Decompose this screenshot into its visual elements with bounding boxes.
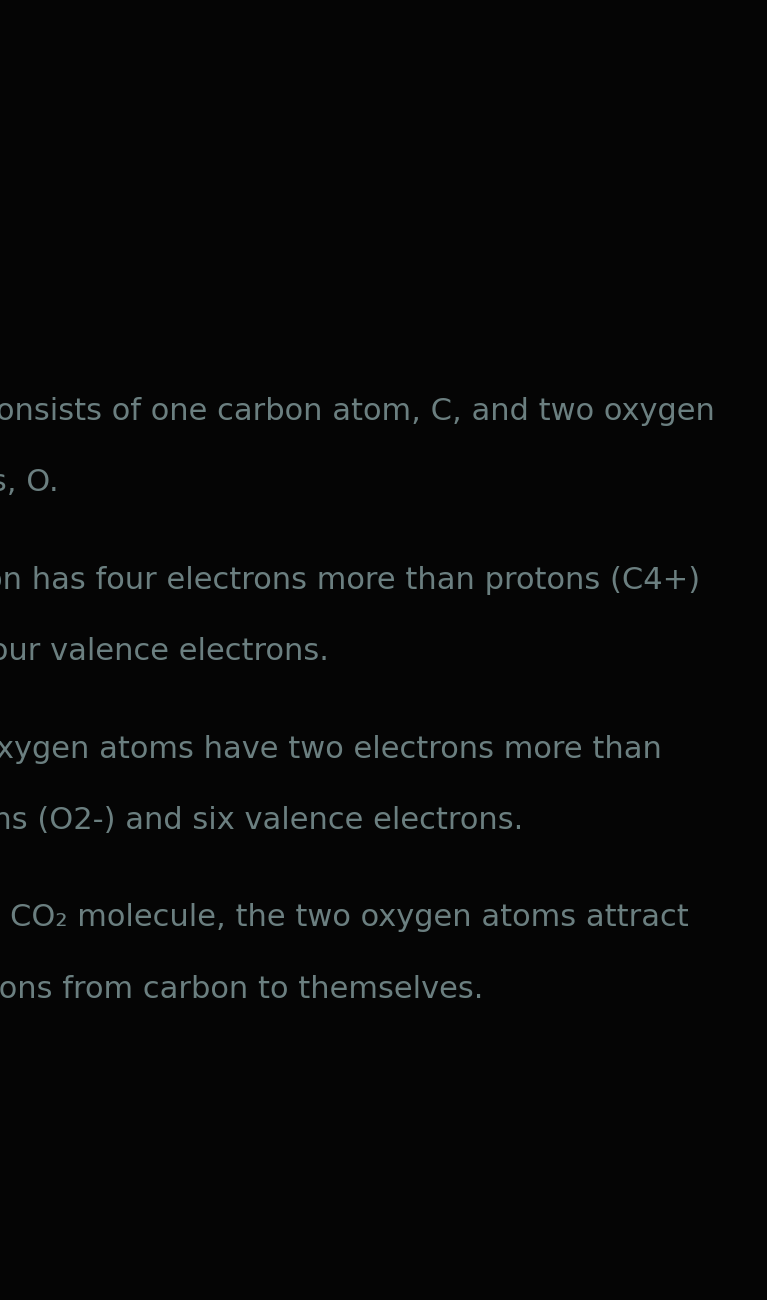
Text: atoms, O.: atoms, O. xyxy=(0,468,58,497)
Text: electrons from carbon to themselves.: electrons from carbon to themselves. xyxy=(0,975,483,1004)
Text: Carbon has four electrons more than protons (C4+): Carbon has four electrons more than prot… xyxy=(0,566,700,594)
Text: and four valence electrons.: and four valence electrons. xyxy=(0,637,329,666)
Text: protons (O2-) and six valence electrons.: protons (O2-) and six valence electrons. xyxy=(0,806,523,835)
Text: The oxygen atoms have two electrons more than: The oxygen atoms have two electrons more… xyxy=(0,734,662,763)
Text: In the CO₂ molecule, the two oxygen atoms attract: In the CO₂ molecule, the two oxygen atom… xyxy=(0,903,689,932)
Text: CO₂ consists of one carbon atom, C, and two oxygen: CO₂ consists of one carbon atom, C, and … xyxy=(0,396,715,425)
